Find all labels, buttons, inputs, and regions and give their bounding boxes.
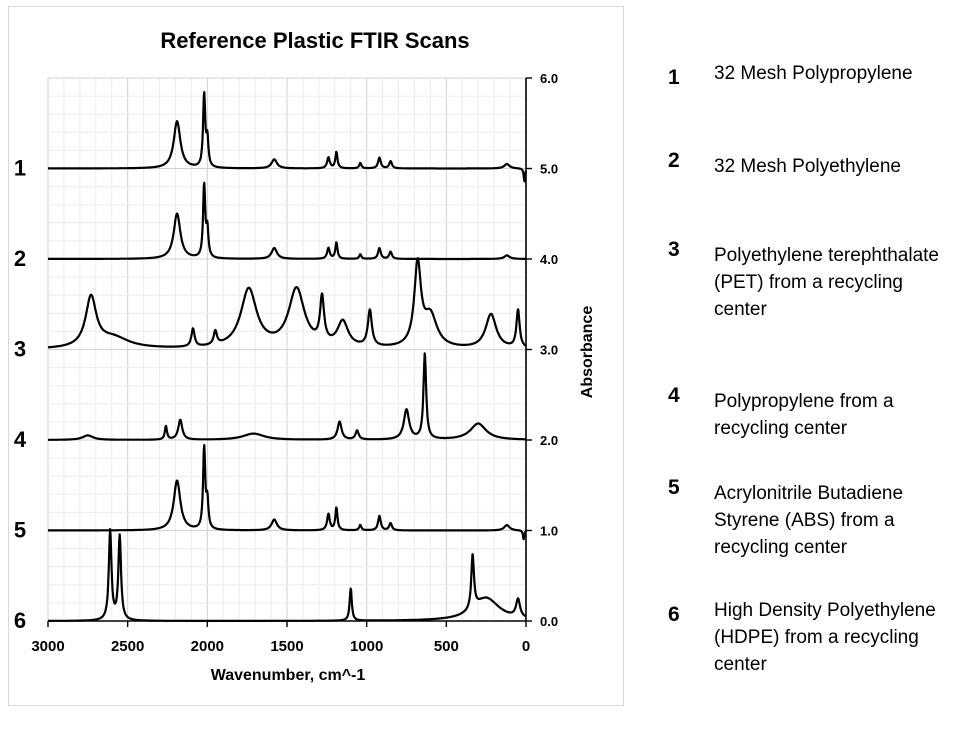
series-line-6 — [47, 527, 527, 623]
y-tick-label: 2.0 — [540, 433, 558, 448]
legend-text: Polypropylene from a recycling center — [714, 391, 894, 439]
legend-text: High Density Polyethylene (HDPE) from a … — [714, 600, 936, 675]
x-axis-label: Wavenumber, cm^-1 — [211, 667, 366, 684]
legend-text: Acrylonitrile Butadiene Styrene (ABS) fr… — [714, 483, 904, 558]
legend-number: 1 — [668, 66, 680, 89]
series-line-2 — [47, 181, 527, 261]
series-line-5 — [47, 444, 527, 541]
x-tick-label: 2000 — [191, 638, 224, 655]
legend-number: 5 — [668, 476, 680, 499]
x-tick-label: 500 — [434, 638, 459, 655]
chart-title: Reference Plastic FTIR Scans — [160, 28, 469, 53]
x-tick-label: 3000 — [31, 638, 64, 655]
x-tick-label: 0 — [522, 638, 530, 655]
legend-text: Polyethylene terephthalate (PET) from a … — [714, 245, 939, 320]
series-label-1: 1 — [14, 156, 26, 181]
x-tick-label: 1500 — [270, 638, 303, 655]
series-label-5: 5 — [14, 518, 26, 543]
legend-number: 3 — [668, 238, 680, 261]
axes: 3000 2500 2000 1500 1000 500 0 6.0 5.0 4.0 3.0 2.0 1… — [31, 71, 558, 655]
y-tick-label: 1.0 — [540, 524, 558, 539]
series-group: 1 2 3 4 5 6 — [14, 90, 528, 633]
x-tick-label: 1000 — [350, 638, 383, 655]
x-tick-label: 2500 — [111, 638, 144, 655]
legend-text: 32 Mesh Polyethylene — [714, 156, 901, 177]
y-tick-label: 5.0 — [540, 162, 558, 177]
y-tick-label: 3.0 — [540, 343, 558, 358]
series-line-1 — [47, 90, 528, 183]
series-line-3 — [47, 257, 527, 349]
y-tick-label: 6.0 — [540, 71, 558, 86]
y-tick-label: 4.0 — [540, 252, 558, 267]
legend-number: 6 — [668, 603, 680, 626]
legend-number: 2 — [668, 149, 680, 172]
legend-number: 4 — [668, 384, 680, 407]
series-label-2: 2 — [14, 246, 26, 271]
series-label-3: 3 — [14, 337, 26, 362]
series-label-4: 4 — [14, 427, 27, 452]
legend-text: 32 Mesh Polypropylene — [714, 63, 913, 84]
series-label-6: 6 — [14, 608, 26, 633]
chart-frame — [8, 6, 624, 706]
series-line-4 — [47, 352, 527, 441]
y-tick-label: 0.0 — [540, 614, 558, 629]
y-axis-label: Absorbance — [579, 306, 596, 399]
